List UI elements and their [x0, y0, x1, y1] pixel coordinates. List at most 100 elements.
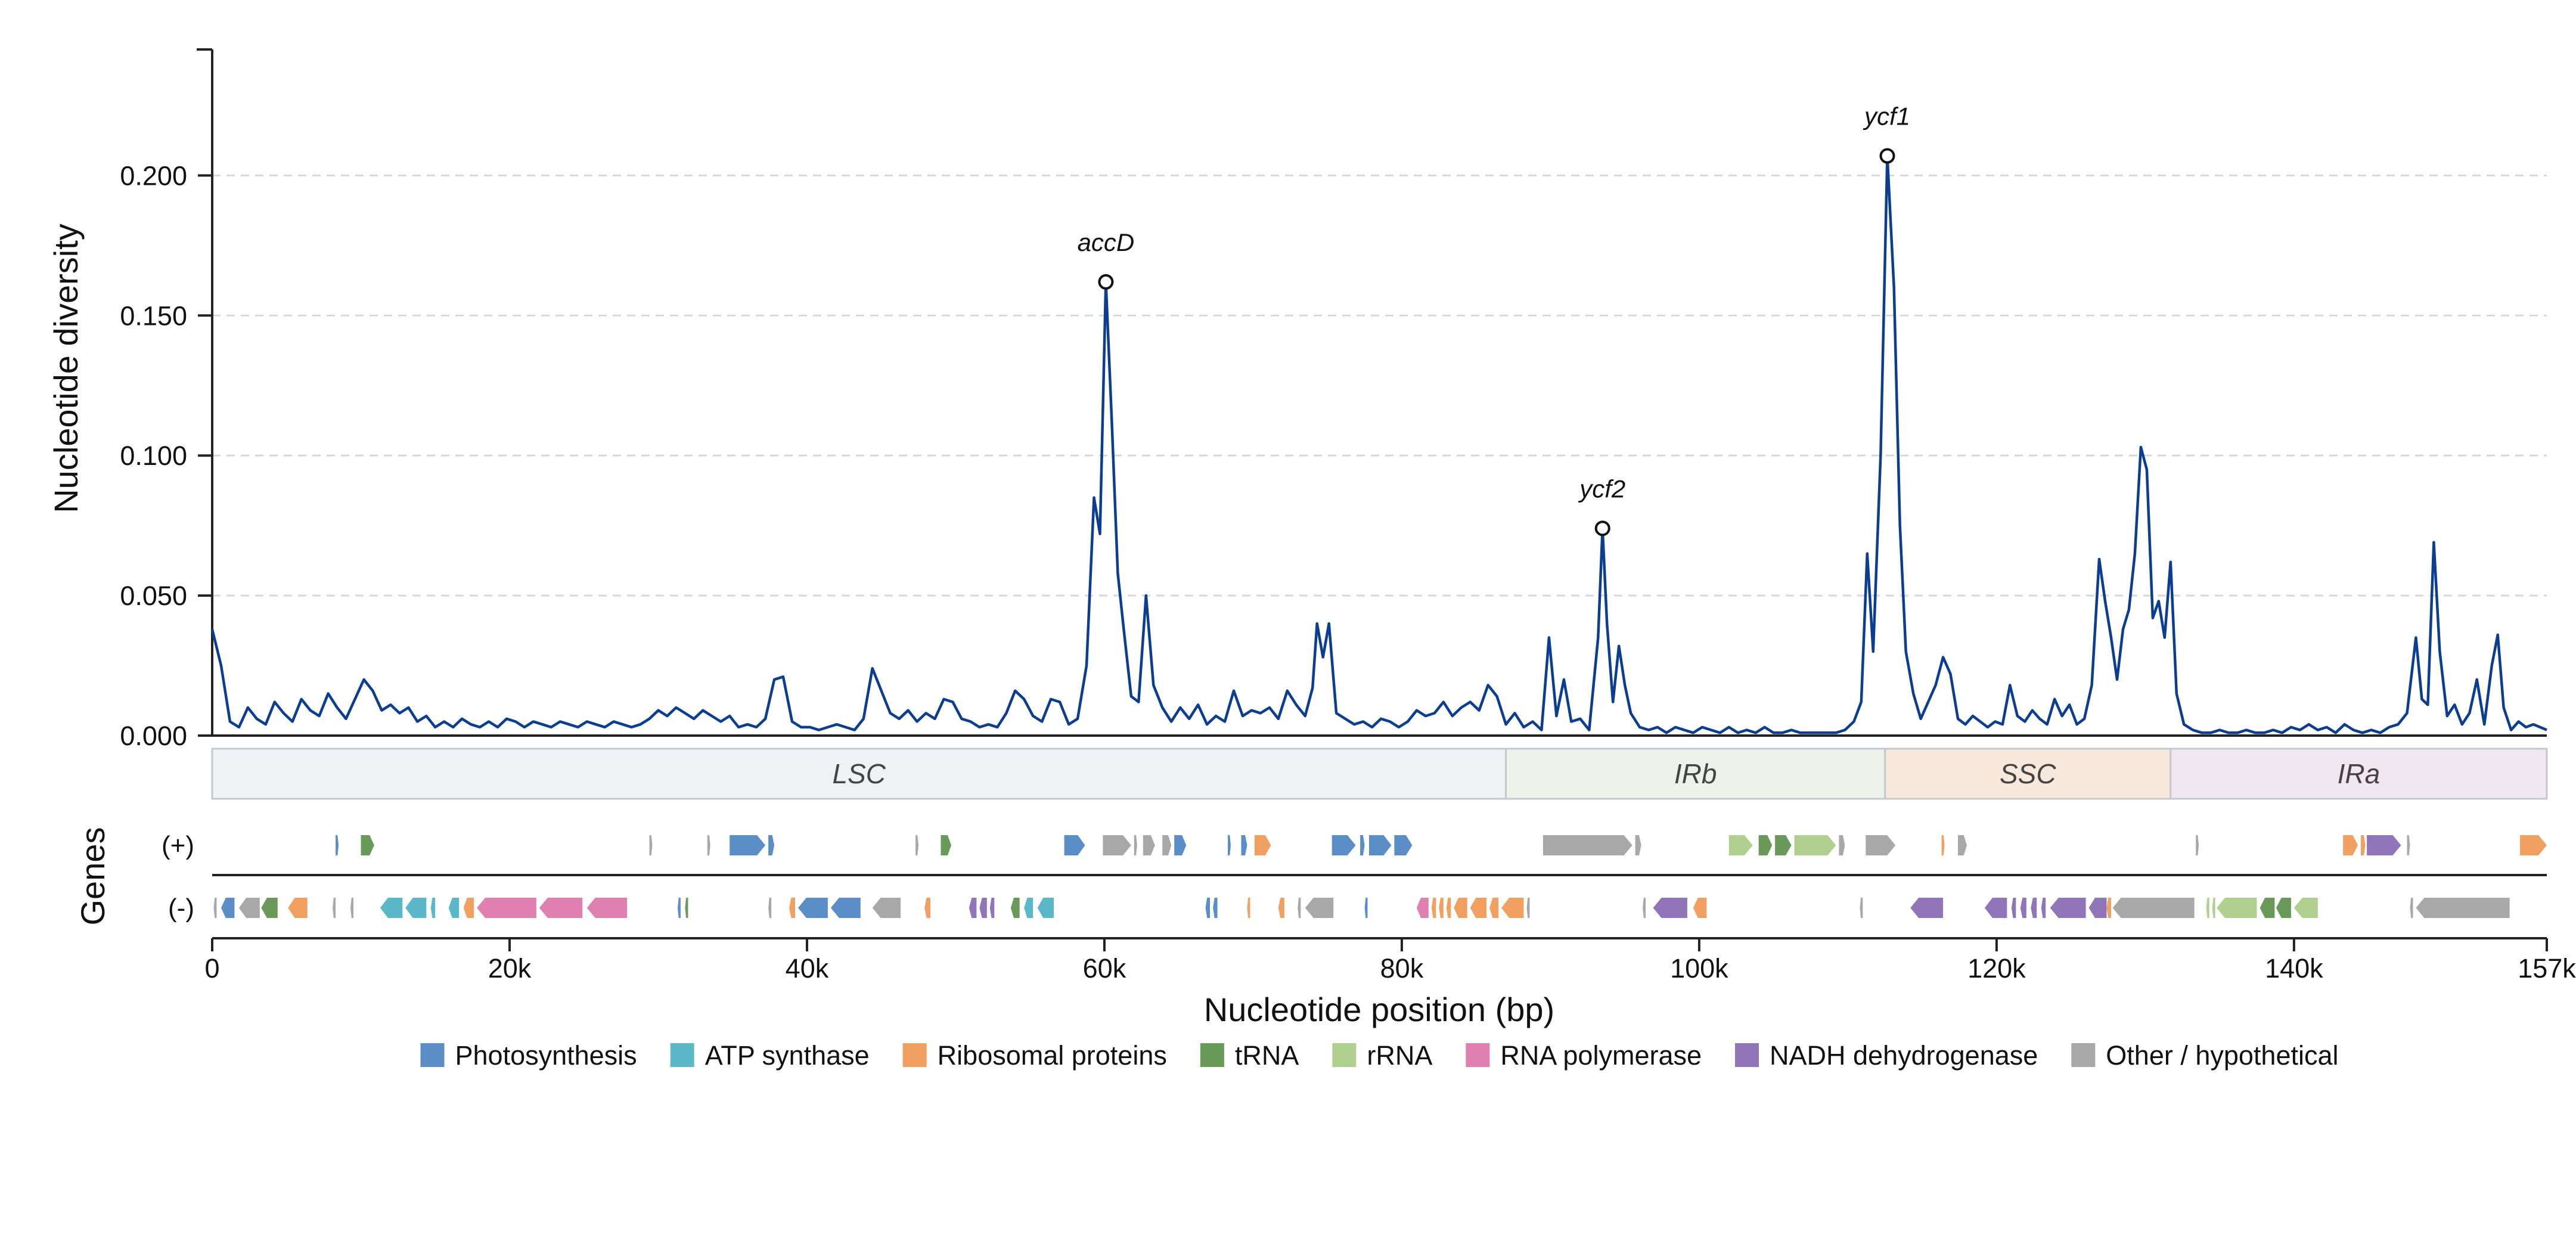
peak-marker	[1098, 274, 1114, 290]
gene-arrow-other	[1958, 835, 1967, 855]
gene-arrow-ribo	[1489, 898, 1499, 918]
gene-arrow-ndh	[2031, 898, 2037, 918]
gene-arrow-rrna	[2217, 898, 2257, 918]
gene-arrow-trna	[1758, 835, 1773, 855]
legend-swatch-rnapol	[1466, 1043, 1490, 1067]
gene-arrow-photo	[1369, 835, 1392, 855]
gene-arrow-photo	[336, 835, 339, 855]
gene-arrow-atp	[430, 898, 436, 918]
legend-label: rRNA	[1367, 1040, 1432, 1071]
gene-arrow-photo	[768, 835, 775, 855]
gene-arrow-photo	[1394, 835, 1413, 855]
gene-arrow-rrna	[2212, 898, 2215, 918]
gene-arrow-ndh	[2041, 898, 2046, 918]
gene-arrow-ndh	[2050, 898, 2086, 918]
x-tick-label: 100k	[1670, 953, 1728, 984]
gene-arrow-other	[2407, 835, 2410, 855]
strand-label: (+)	[162, 831, 194, 860]
gene-arrow-rrna	[2293, 898, 2318, 918]
gene-arrow-other	[649, 835, 653, 855]
gene-arrow-other	[1305, 898, 1334, 918]
legend-swatch-trna	[1200, 1043, 1224, 1067]
legend-swatch-other	[2071, 1043, 2096, 1067]
gene-arrow-other	[1526, 898, 1530, 918]
x-tick-label: 60k	[1083, 953, 1126, 984]
gene-arrow-rnapol	[586, 898, 628, 918]
x-tick-label: 120k	[1967, 953, 2026, 984]
gene-arrow-photo	[1174, 835, 1187, 855]
gene-arrow-ndh	[1984, 898, 2007, 918]
gene-arrow-rrna	[1728, 835, 1753, 855]
legend-label: Ribosomal proteins	[938, 1040, 1167, 1071]
region-block-lsc	[211, 748, 1507, 800]
gene-arrow-ribo	[1501, 898, 1524, 918]
gene-arrow-other	[238, 898, 260, 918]
gene-arrow-atp	[448, 898, 460, 918]
gene-arrow-other	[1298, 898, 1301, 918]
gene-arrow-photo	[798, 898, 828, 918]
gene-arrow-ribo	[1254, 835, 1271, 855]
y-tick-label: 0.200	[120, 160, 187, 191]
legend-label: Other / hypothetical	[2106, 1040, 2338, 1071]
y-tick-label: 0.000	[120, 721, 187, 751]
gene-arrow-ribo	[789, 898, 795, 918]
gene-arrow-other	[915, 835, 919, 855]
gene-arrow-photo	[1364, 898, 1368, 918]
gene-arrow-trna	[2276, 898, 2291, 918]
gene-arrow-photo	[1205, 898, 1211, 918]
gene-arrow-other	[2112, 898, 2195, 918]
legend-swatch-ndh	[1735, 1043, 1759, 1067]
gene-arrow-other	[1103, 835, 1131, 855]
gene-arrow-ribo	[1693, 898, 1707, 918]
gene-arrow-ribo	[2520, 835, 2547, 855]
x-tick-label: 140k	[2265, 953, 2323, 984]
gene-arrow-ribo	[1247, 898, 1250, 918]
legend-swatch-photo	[420, 1043, 445, 1067]
legend-label: RNA polymerase	[1500, 1040, 1702, 1071]
gene-arrow-photo	[1241, 835, 1247, 855]
gene-arrow-atp	[380, 898, 403, 918]
peak-label: accD	[1078, 228, 1135, 256]
gene-arrow-atp	[1024, 898, 1033, 918]
gene-arrow-ribo	[1470, 898, 1487, 918]
strand-label: (-)	[168, 894, 194, 923]
gene-arrow-ribo	[288, 898, 308, 918]
diversity-series-line	[210, 154, 2547, 734]
gene-arrow-other	[872, 898, 901, 918]
legend-swatch-rrna	[1332, 1043, 1357, 1067]
gene-arrow-ndh	[979, 898, 987, 918]
gene-arrow-ribo	[463, 898, 474, 918]
peak-marker	[1879, 148, 1895, 164]
gene-arrow-rnapol	[477, 898, 536, 918]
y-axis-title: Nucleotide diversity	[47, 224, 85, 513]
gene-arrow-other	[1162, 835, 1172, 855]
gene-arrow-ndh	[1653, 898, 1687, 918]
gene-arrow-photo	[730, 835, 766, 855]
y-axis: 0.000 0.050 0.100 0.150 0.200	[120, 48, 213, 751]
gene-arrow-other	[1643, 898, 1646, 918]
gene-arrow-ribo	[1431, 898, 1436, 918]
y-tick-label: 0.050	[120, 581, 187, 611]
x-tick-label: 0	[204, 953, 219, 984]
gene-arrow-ribo	[1278, 898, 1284, 918]
gene-arrow-ribo	[1454, 898, 1467, 918]
gene-arrow-other	[1860, 898, 1863, 918]
legend-label: Photosynthesis	[455, 1040, 637, 1071]
gene-arrow-other	[333, 898, 336, 918]
gene-arrow-trna	[261, 898, 278, 918]
gene-arrow-trna	[685, 898, 688, 918]
peak-label: ycf2	[1578, 474, 1625, 503]
gene-arrow-photo	[1228, 835, 1231, 855]
gene-arrow-rrna	[2206, 898, 2209, 918]
x-tick-label: 20k	[488, 953, 532, 984]
gene-arrow-photo	[830, 898, 861, 918]
y-tick-label: 0.150	[120, 300, 187, 331]
legend-label: tRNA	[1235, 1040, 1299, 1071]
gene-arrow-other	[2196, 835, 2199, 855]
gene-arrow-ndh	[2088, 898, 2107, 918]
gene-arrow-ribo	[1446, 898, 1451, 918]
region-block-ira	[2170, 748, 2548, 800]
gene-arrow-trna	[1775, 835, 1792, 855]
gene-arrow-other	[1866, 835, 1896, 855]
